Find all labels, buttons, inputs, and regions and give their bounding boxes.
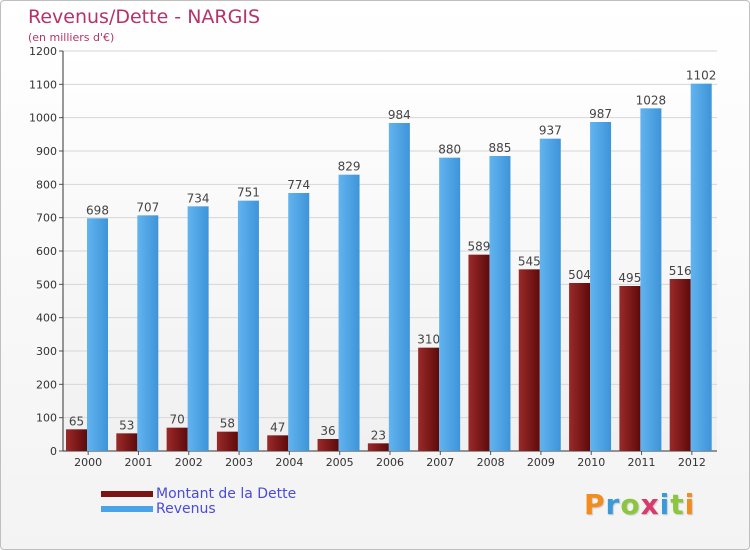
debt-bar xyxy=(166,427,188,451)
x-tick-label: 2004 xyxy=(275,456,303,469)
y-tick-label: 0 xyxy=(50,445,57,458)
logo-letter: x xyxy=(640,488,660,521)
debt-bar xyxy=(116,433,138,451)
debt-bar xyxy=(66,429,87,451)
revenue-value-label: 987 xyxy=(589,107,612,121)
revenue-bar xyxy=(439,157,461,451)
y-tick-label: 100 xyxy=(36,412,57,425)
x-tick-label: 2010 xyxy=(577,456,605,469)
revenue-value-label: 698 xyxy=(86,203,109,217)
revenue-bar xyxy=(87,218,108,451)
debt-bar xyxy=(569,283,591,451)
debt-bar xyxy=(317,439,339,451)
x-tick-label: 2001 xyxy=(124,456,152,469)
revenue-value-label: 751 xyxy=(237,186,260,200)
y-tick-label: 400 xyxy=(36,312,57,325)
logo-letter: r xyxy=(605,488,621,521)
x-tick-label: 2012 xyxy=(678,456,706,469)
revenue-value-label: 1102 xyxy=(686,69,717,83)
revenue-bar xyxy=(590,122,612,451)
x-tick-label: 2009 xyxy=(527,456,555,469)
revenue-bar xyxy=(237,200,259,451)
y-tick-label: 200 xyxy=(36,378,57,391)
debt-value-label: 495 xyxy=(618,271,641,285)
revenue-bar xyxy=(539,138,561,451)
x-tick-label: 2000 xyxy=(74,456,102,469)
debt-value-label: 516 xyxy=(669,264,692,278)
logo-letter: o xyxy=(620,488,641,521)
x-tick-label: 2011 xyxy=(628,456,656,469)
debt-bar xyxy=(216,431,238,451)
y-tick-label: 600 xyxy=(36,245,57,258)
debt-bar xyxy=(418,347,440,451)
debt-bar xyxy=(267,435,289,451)
debt-value-label: 70 xyxy=(169,413,184,427)
debt-value-label: 65 xyxy=(69,414,84,428)
y-tick-label: 500 xyxy=(36,278,57,291)
revenue-value-label: 734 xyxy=(187,191,210,205)
y-tick-label: 1200 xyxy=(29,45,57,58)
revenue-value-label: 829 xyxy=(338,160,361,174)
debt-bar xyxy=(518,269,540,451)
debt-bar xyxy=(468,254,490,451)
debt-bar xyxy=(619,286,641,451)
debt-value-label: 504 xyxy=(568,268,591,282)
y-tick-label: 800 xyxy=(36,178,57,191)
debt-value-label: 47 xyxy=(270,420,285,434)
legend-swatch-revenus xyxy=(101,506,153,512)
chart-title: Revenus/Dette - NARGIS xyxy=(28,6,260,28)
revenue-value-label: 885 xyxy=(489,141,512,155)
revenue-bar xyxy=(288,193,310,451)
revenue-bar xyxy=(338,174,360,451)
legend-label-revenus: Revenus xyxy=(156,501,216,517)
revenue-value-label: 774 xyxy=(287,178,310,192)
debt-value-label: 545 xyxy=(518,254,541,268)
revenue-bar xyxy=(640,108,662,451)
chart-subtitle: (en milliers d'€) xyxy=(28,31,115,44)
debt-value-label: 36 xyxy=(320,424,335,438)
logo-letter: P xyxy=(584,488,606,521)
x-tick-label: 2008 xyxy=(477,456,505,469)
x-tick-label: 2006 xyxy=(376,456,404,469)
revenue-bar xyxy=(690,83,712,452)
y-tick-label: 900 xyxy=(36,145,57,158)
legend-label-dette: Montant de la Dette xyxy=(156,486,297,502)
debt-value-label: 23 xyxy=(371,428,386,442)
debt-bar xyxy=(367,443,389,451)
revenue-bar xyxy=(388,123,410,451)
logo-letter: i xyxy=(659,488,671,521)
revenue-value-label: 984 xyxy=(388,108,411,122)
revenue-bar xyxy=(489,156,511,451)
debt-value-label: 310 xyxy=(417,333,440,347)
debt-bar xyxy=(669,279,691,451)
revenue-bar xyxy=(137,215,159,451)
revenue-value-label: 707 xyxy=(136,200,159,214)
revenue-value-label: 937 xyxy=(539,124,562,138)
x-tick-label: 2005 xyxy=(326,456,354,469)
logo-letter: i xyxy=(684,488,696,521)
x-tick-label: 2002 xyxy=(175,456,203,469)
y-tick-label: 1100 xyxy=(29,78,57,91)
debt-value-label: 58 xyxy=(220,417,235,431)
revenue-value-label: 1028 xyxy=(636,93,667,107)
logo-letter: t xyxy=(670,488,685,521)
debt-value-label: 589 xyxy=(468,240,491,254)
y-tick-label: 300 xyxy=(36,345,57,358)
revenue-bar xyxy=(187,206,209,451)
revenue-value-label: 880 xyxy=(438,143,461,157)
x-tick-label: 2007 xyxy=(426,456,454,469)
y-tick-label: 700 xyxy=(36,212,57,225)
legend-swatch-dette xyxy=(101,491,153,497)
debt-value-label: 53 xyxy=(119,418,134,432)
y-tick-label: 1000 xyxy=(29,112,57,125)
proxiti-logo: Proxiti xyxy=(584,488,695,521)
x-tick-label: 2003 xyxy=(225,456,253,469)
